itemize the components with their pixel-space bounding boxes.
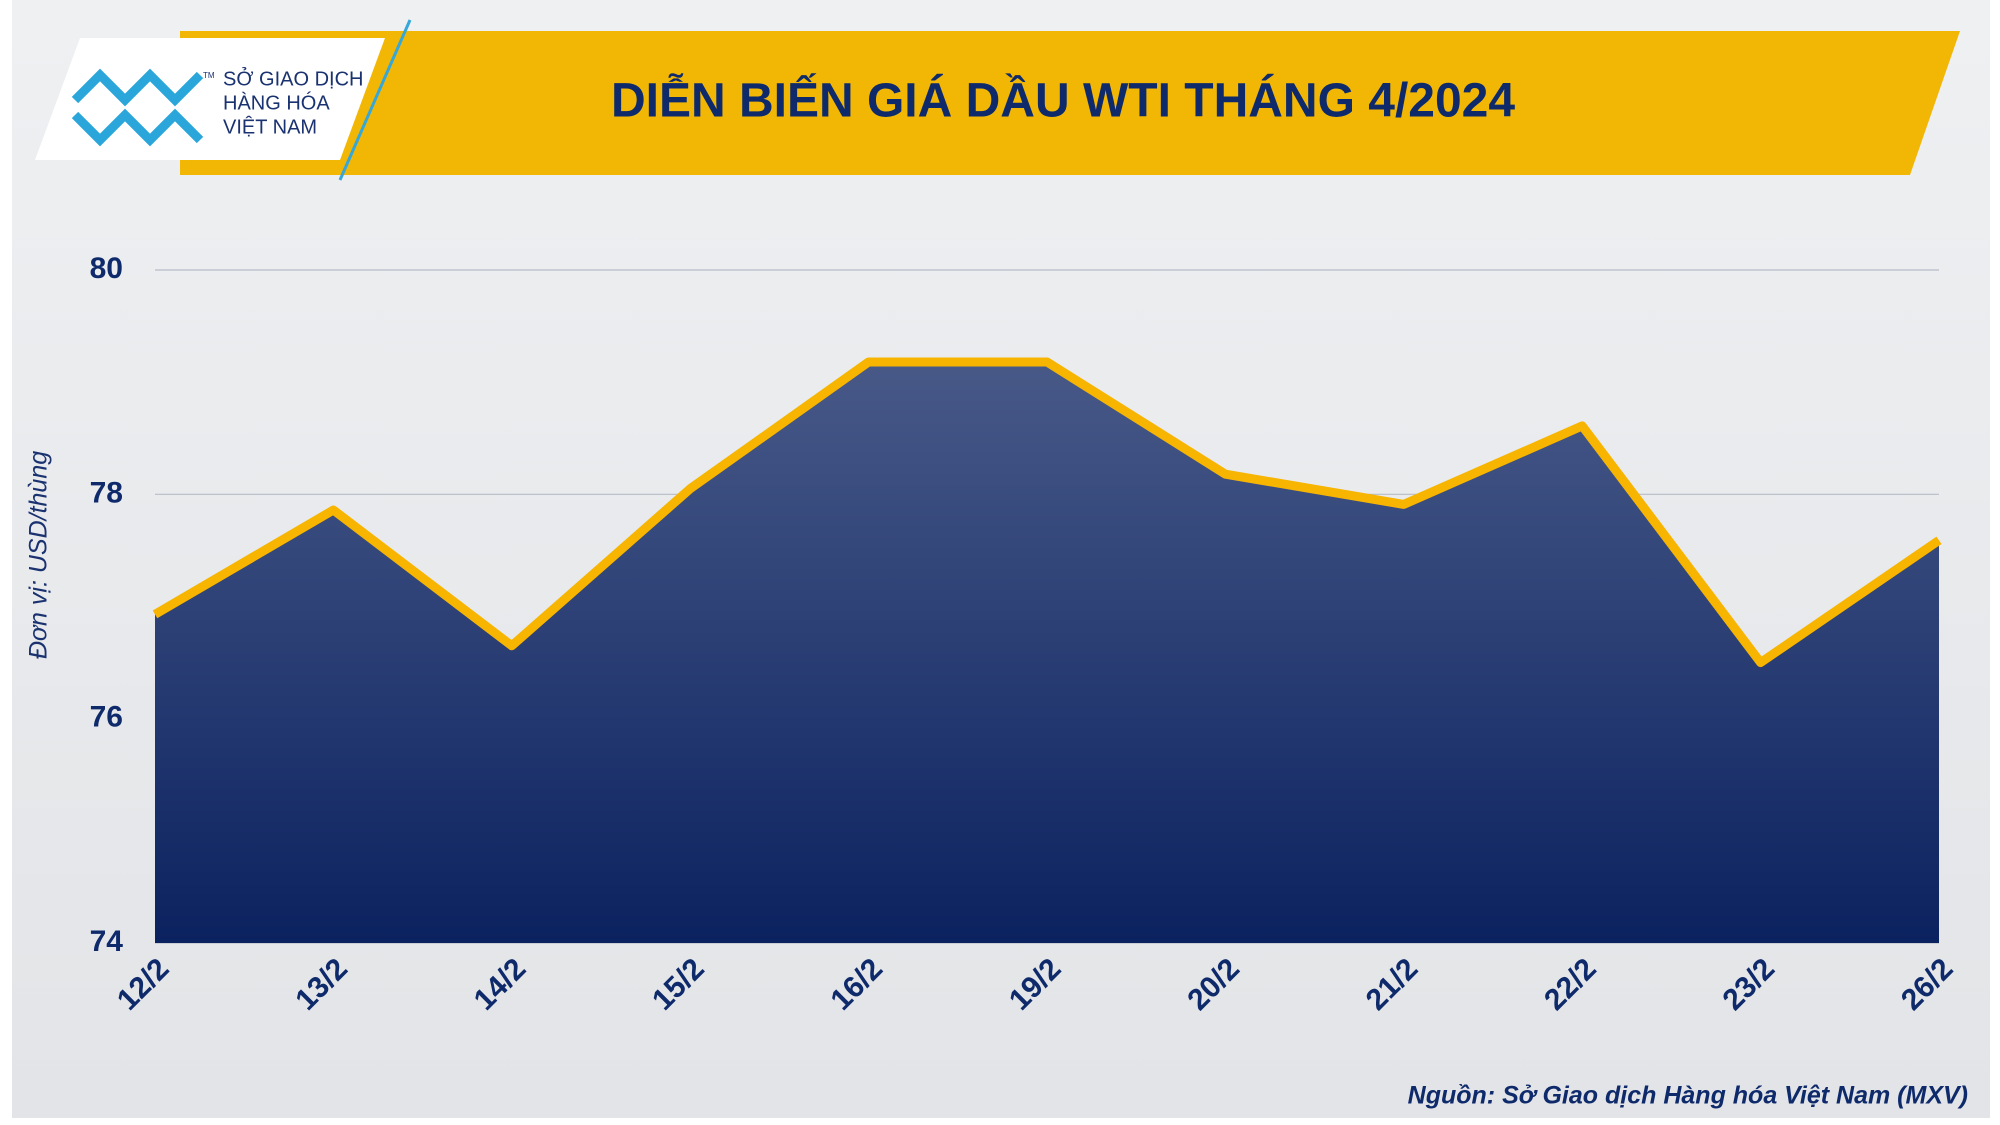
- logo-box: [35, 38, 385, 160]
- logo-symbol: [71, 68, 204, 147]
- logo-text: HÀNG HÓA: [223, 91, 330, 114]
- y-tick-label: 76: [90, 701, 123, 734]
- source-note: Nguồn: Sở Giao dịch Hàng hóa Việt Nam (M…: [1408, 1082, 1968, 1110]
- y-tick-label: 74: [90, 925, 124, 958]
- logo-tm: TM: [203, 71, 215, 80]
- y-tick-label: 78: [90, 476, 123, 509]
- logo-text: SỞ GIAO DỊCH: [223, 66, 364, 90]
- area-shade: [155, 361, 1939, 943]
- title-banner: [180, 31, 1960, 175]
- line: [152, 357, 1942, 668]
- logo-accent: [338, 19, 412, 181]
- y-tick-label: 80: [90, 252, 123, 285]
- y-axis-label: Đơn vị: USD/thùng: [25, 451, 53, 659]
- chart-title: DIỄN BIẾN GIÁ DẦU WTI THÁNG 4/2024: [611, 74, 1515, 128]
- logo-text: VIỆT NAM: [223, 115, 317, 138]
